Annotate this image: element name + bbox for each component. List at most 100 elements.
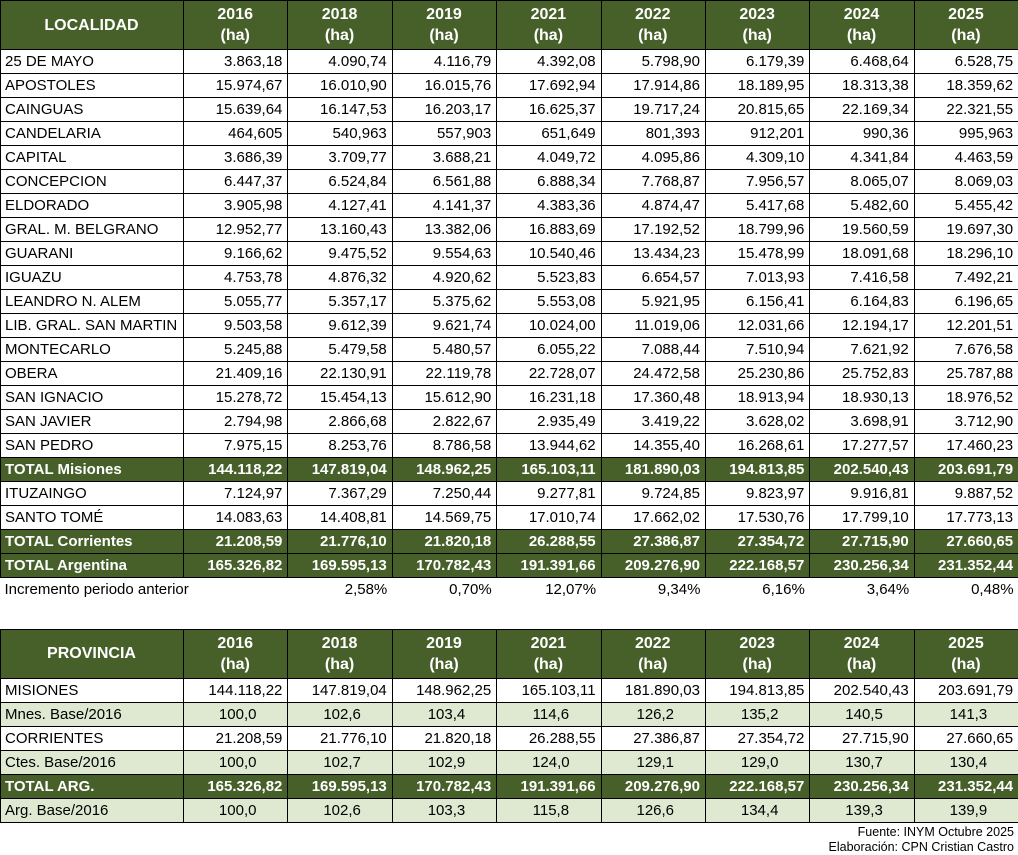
cell-2019: 103,3 <box>392 798 496 822</box>
cell-2025: 0,48% <box>914 578 1018 602</box>
cell-2022: 126,6 <box>601 798 705 822</box>
cell-2021: 2.935,49 <box>497 410 601 434</box>
cell-2023: 18.189,95 <box>705 74 809 98</box>
header-year-2016: 2016(ha) <box>184 629 288 678</box>
cell-2016: 21.208,59 <box>184 530 288 554</box>
cell-2018: 147.819,04 <box>288 678 392 702</box>
cell-2023: 222.168,57 <box>705 774 809 798</box>
cell-2022: 17.914,86 <box>601 74 705 98</box>
cell-2021: 17.010,74 <box>497 506 601 530</box>
cell-2022: 5.798,90 <box>601 50 705 74</box>
cell-2022: 209.276,90 <box>601 554 705 578</box>
cell-2024: 17.799,10 <box>810 506 914 530</box>
cell-2018: 16.010,90 <box>288 74 392 98</box>
cell-2025: 3.712,90 <box>914 410 1018 434</box>
cell-2025: 18.359,62 <box>914 74 1018 98</box>
cell-2018: 21.776,10 <box>288 726 392 750</box>
cell-2022: 5.921,95 <box>601 290 705 314</box>
header-year-2018: 2018(ha) <box>288 1 392 50</box>
cell-2016: 3.905,98 <box>184 194 288 218</box>
row-label: GRAL. M. BELGRANO <box>1 218 184 242</box>
cell-2023: 6.179,39 <box>705 50 809 74</box>
cell-2019: 103,4 <box>392 702 496 726</box>
cell-2023: 27.354,72 <box>705 530 809 554</box>
cell-2024: 18.313,38 <box>810 74 914 98</box>
cell-2023: 17.530,76 <box>705 506 809 530</box>
cell-2018: 169.595,13 <box>288 774 392 798</box>
cell-2019: 7.250,44 <box>392 482 496 506</box>
cell-2016: 14.083,63 <box>184 506 288 530</box>
cell-2016: 165.326,82 <box>184 554 288 578</box>
cell-2024: 990,36 <box>810 122 914 146</box>
cell-2019: 21.820,18 <box>392 726 496 750</box>
cell-2016: 3.686,39 <box>184 146 288 170</box>
tables-gap <box>0 602 1018 629</box>
cell-2022: 9,34% <box>601 578 705 602</box>
header-label-column: LOCALIDAD <box>1 1 184 50</box>
cell-2025: 203.691,79 <box>914 458 1018 482</box>
cell-2021: 16.883,69 <box>497 218 601 242</box>
cell-2022: 7.768,87 <box>601 170 705 194</box>
cell-2023: 18.913,94 <box>705 386 809 410</box>
cell-2022: 801,393 <box>601 122 705 146</box>
cell-2018: 5.357,17 <box>288 290 392 314</box>
cell-2016: 9.503,58 <box>184 314 288 338</box>
cell-2025: 12.201,51 <box>914 314 1018 338</box>
cell-2024: 3,64% <box>810 578 914 602</box>
cell-2023: 7.956,57 <box>705 170 809 194</box>
cell-2025: 7.492,21 <box>914 266 1018 290</box>
header-year-2025: 2025(ha) <box>914 629 1018 678</box>
cell-2018: 7.367,29 <box>288 482 392 506</box>
cell-2018: 5.479,58 <box>288 338 392 362</box>
cell-2018: 6.524,84 <box>288 170 392 194</box>
cell-2024: 6.164,83 <box>810 290 914 314</box>
cell-2025: 141,3 <box>914 702 1018 726</box>
cell-2023: 5.417,68 <box>705 194 809 218</box>
cell-2024: 3.698,91 <box>810 410 914 434</box>
cell-2018: 2.866,68 <box>288 410 392 434</box>
row-label: SAN IGNACIO <box>1 386 184 410</box>
cell-2019: 8.786,58 <box>392 434 496 458</box>
cell-2021: 4.392,08 <box>497 50 601 74</box>
cell-2024: 22.169,34 <box>810 98 914 122</box>
cell-2016: 144.118,22 <box>184 678 288 702</box>
row-label: Mnes. Base/2016 <box>1 702 184 726</box>
cell-2016: 144.118,22 <box>184 458 288 482</box>
cell-2018: 4.127,41 <box>288 194 392 218</box>
row-label: TOTAL Argentina <box>1 554 184 578</box>
cell-2018: 22.130,91 <box>288 362 392 386</box>
cell-2022: 14.355,40 <box>601 434 705 458</box>
cell-2018: 4.090,74 <box>288 50 392 74</box>
cell-2021: 12,07% <box>497 578 601 602</box>
cell-2024: 130,7 <box>810 750 914 774</box>
header-year-2025: 2025(ha) <box>914 1 1018 50</box>
header-year-2023: 2023(ha) <box>705 1 809 50</box>
cell-2022: 126,2 <box>601 702 705 726</box>
cell-2016: 15.278,72 <box>184 386 288 410</box>
header-year-2018: 2018(ha) <box>288 629 392 678</box>
cell-2025: 6.196,65 <box>914 290 1018 314</box>
cell-2025: 18.296,10 <box>914 242 1018 266</box>
cell-2023: 25.230,86 <box>705 362 809 386</box>
cell-2025: 18.976,52 <box>914 386 1018 410</box>
cell-2016: 100,0 <box>184 750 288 774</box>
cell-2025: 19.697,30 <box>914 218 1018 242</box>
cell-2021: 6.888,34 <box>497 170 601 194</box>
cell-2016: 165.326,82 <box>184 774 288 798</box>
cell-2024: 7.416,58 <box>810 266 914 290</box>
cell-2025: 130,4 <box>914 750 1018 774</box>
row-label: IGUAZU <box>1 266 184 290</box>
cell-2016: 464,605 <box>184 122 288 146</box>
cell-2025: 9.887,52 <box>914 482 1018 506</box>
cell-2016: 100,0 <box>184 702 288 726</box>
cell-2021: 6.055,22 <box>497 338 601 362</box>
